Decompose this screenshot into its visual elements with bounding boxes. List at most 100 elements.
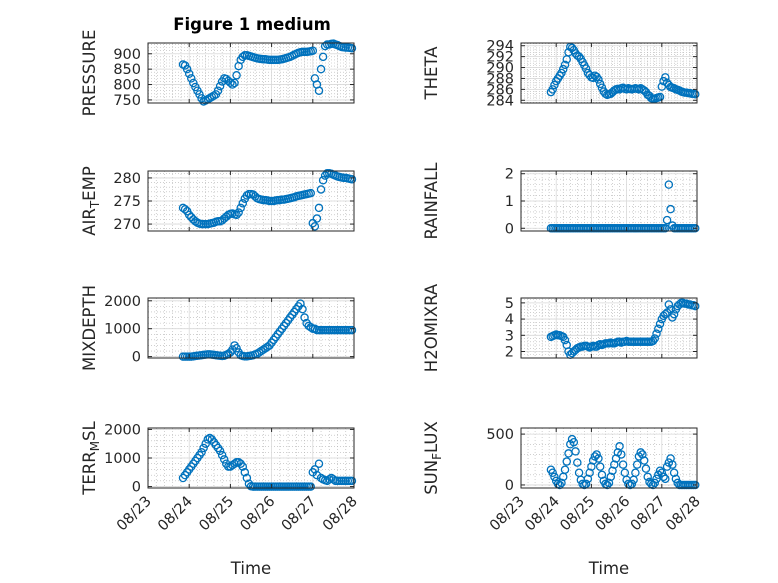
y-tick-label: 0 — [505, 221, 514, 237]
x-tick-label: 08/25 — [196, 494, 237, 535]
data-point — [617, 450, 626, 459]
data-point — [228, 80, 237, 89]
figure-title: Figure 1 medium — [173, 15, 331, 34]
data-point — [668, 460, 677, 469]
y-tick-label: 275 — [113, 194, 141, 210]
y-axis-label: RAINFALL — [422, 162, 441, 240]
data-point — [184, 69, 194, 79]
subplot-terr-msl: 0 1000 2000 08/23 08/24 08/25 08/26 08/27 08/28 T… — [80, 420, 361, 578]
data-point — [560, 60, 570, 70]
data-point — [595, 462, 605, 471]
data-point — [316, 64, 326, 74]
data-point — [571, 447, 580, 456]
x-axis-label: Time — [588, 559, 629, 578]
y-tick-label: 290 — [486, 61, 514, 77]
y-tick-label: 0 — [132, 350, 141, 366]
data-point — [638, 450, 647, 459]
data-point — [314, 459, 324, 468]
axes-box — [520, 42, 698, 104]
data-point — [690, 480, 700, 490]
y-axis-label: PRESSURE — [80, 30, 99, 117]
y-tick-label: 284 — [486, 93, 514, 109]
data-point — [671, 474, 681, 484]
axes-box — [147, 297, 355, 359]
data-point — [669, 468, 679, 477]
data-point — [300, 313, 309, 322]
y-axis-label: AIRTEMP — [80, 166, 102, 236]
data-point — [230, 459, 239, 468]
data-point — [550, 472, 559, 482]
data-point — [318, 175, 328, 185]
subplot-mixdepth: 0 1000 2000 MIXDEPTH — [80, 285, 357, 371]
y-tick-label: 294 — [486, 39, 514, 55]
x-tick-label: 08/24 — [155, 494, 196, 535]
data-point — [664, 300, 674, 309]
data-point — [230, 78, 239, 88]
data-point — [215, 81, 225, 91]
data-point — [659, 472, 668, 482]
x-tick-label: 08/25 — [557, 494, 598, 535]
x-tick-label: 08/26 — [238, 494, 279, 535]
data-point — [666, 204, 675, 214]
subplot-air-temp: 270 275 280 AIRTEMP — [80, 166, 357, 236]
data-point — [655, 466, 665, 475]
y-tick-label: 288 — [486, 71, 514, 87]
x-tick-label: 08/24 — [522, 494, 563, 535]
data-point — [666, 454, 675, 463]
y-tick-label: 2 — [505, 167, 514, 183]
data-point — [611, 454, 621, 463]
y-axis-label: SUNFLUX — [422, 421, 444, 495]
y-tick-label: 0 — [132, 480, 141, 496]
y-tick-label: 900 — [113, 47, 141, 63]
y-tick-label: 2 — [505, 345, 514, 361]
data-point — [608, 466, 617, 475]
data-point — [298, 304, 307, 314]
data-point — [201, 439, 210, 448]
y-tick-label: 270 — [113, 217, 141, 233]
data-point — [325, 475, 334, 484]
data-point — [217, 450, 227, 460]
data-point — [690, 224, 700, 233]
x-tick-label: 08/27 — [279, 494, 320, 535]
data-point — [631, 468, 640, 477]
data-point — [650, 478, 660, 488]
data-point — [232, 71, 241, 80]
data-point — [655, 92, 665, 102]
data-point — [306, 188, 315, 198]
data-point — [643, 472, 652, 482]
axes-box — [520, 297, 698, 359]
data-point — [215, 446, 225, 456]
data-point — [583, 474, 593, 484]
data-point — [661, 309, 670, 319]
data-point — [669, 309, 679, 319]
data-point — [306, 482, 315, 491]
data-point — [316, 185, 326, 194]
y-tick-label: 286 — [486, 82, 514, 98]
data-point — [232, 343, 241, 353]
x-tick-label: 08/28 — [663, 494, 704, 535]
data-point — [654, 324, 663, 334]
data-point — [604, 478, 614, 488]
data-point — [661, 474, 670, 484]
data-point — [558, 64, 568, 74]
x-axis-label: Time — [230, 559, 271, 578]
data-point — [219, 455, 229, 464]
data-point — [573, 458, 582, 467]
data-point — [347, 175, 357, 184]
data-point — [661, 73, 670, 82]
data-point — [562, 457, 572, 466]
y-tick-label: 0 — [505, 478, 514, 494]
y-tick-label: 292 — [486, 50, 514, 66]
data-point — [314, 203, 324, 213]
data-point — [634, 85, 644, 94]
x-tick-label: 08/27 — [628, 494, 669, 535]
data-point — [592, 450, 601, 459]
data-point — [180, 205, 190, 214]
data-point — [187, 74, 196, 83]
data-point — [197, 448, 206, 457]
